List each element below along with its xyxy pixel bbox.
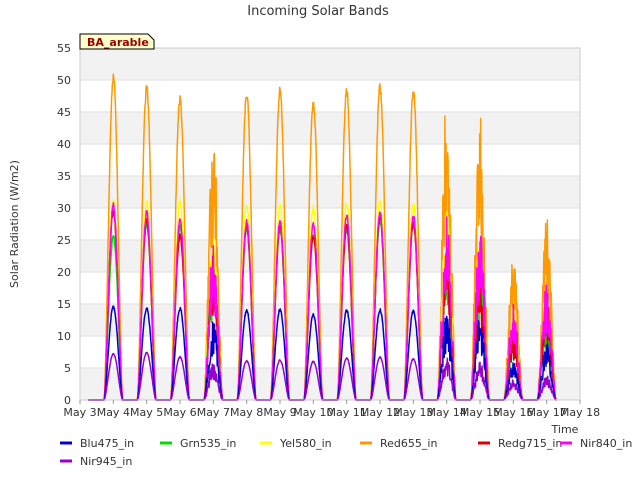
legend-label-Yel580_in: Yel580_in [279,437,332,450]
x-tick-label: May 12 [360,406,400,419]
legend-label-Nir840_in: Nir840_in [580,437,632,450]
x-tick-label: May 18 [560,406,600,419]
x-tick-label: May 11 [327,406,367,419]
x-axis-label: Time [551,423,579,436]
x-tick-label: May 17 [527,406,567,419]
y-tick-label: 55 [57,42,71,55]
grid-band [80,368,580,400]
x-tick-label: May 5 [130,406,163,419]
y-tick-label: 45 [57,106,71,119]
background-bands [80,48,580,400]
y-axis-label: Solar Radiation (W/m2) [8,160,21,288]
legend-label-Nir945_in: Nir945_in [80,455,132,468]
x-tick-label: May 14 [427,406,467,419]
x-tick-label: May 13 [393,406,433,419]
legend-label-Redg715_in: Redg715_in [498,437,562,450]
grid-band [80,240,580,272]
grid-band [80,48,580,80]
x-tick-label: May 15 [460,406,500,419]
y-tick-label: 25 [57,234,71,247]
x-tick-label: May 8 [230,406,263,419]
plot-frame [79,47,581,401]
legend-label-Blu475_in: Blu475_in [80,437,134,450]
y-tick-label: 40 [57,138,71,151]
legend-label-Red655_in: Red655_in [380,437,437,450]
y-tick-label: 20 [57,266,71,279]
y-tick-label: 15 [57,298,71,311]
x-tick-label: May 9 [263,406,296,419]
grid-band [80,176,580,208]
legend: Blu475_in Grn535_in Yel580_in Red655_in Redg… [60,437,632,468]
site-label: BA_arable [87,36,149,49]
x-tick-label: May 3 [63,406,96,419]
legend-label-Grn535_in: Grn535_in [180,437,236,450]
x-tick-label: May 16 [493,406,533,419]
y-tick-label: 35 [57,170,71,183]
x-tick-label: May 7 [197,406,230,419]
site-label-box: BA_arable [79,33,155,50]
x-tick-label: May 4 [97,406,130,419]
grid-band [80,304,580,336]
chart-title: Incoming Solar Bands [247,4,389,19]
x-tick-label: May 6 [163,406,196,419]
y-tick-label: 30 [57,202,71,215]
y-tick-label: 50 [57,74,71,87]
y-tick-label: 10 [57,330,71,343]
x-tick-label: May 10 [293,406,333,419]
y-tick-label: 0 [64,394,71,407]
grid-band [80,112,580,144]
y-ticks: 0 5 10 15 20 25 30 35 40 45 50 55 [57,42,71,407]
y-tick-label: 5 [64,362,71,375]
